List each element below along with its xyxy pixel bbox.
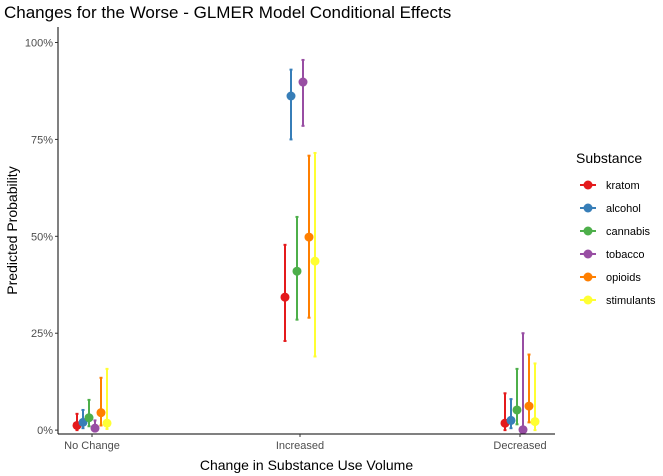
legend-item-tobacco: tobacco [580,249,645,261]
point-stimulants [530,417,540,427]
point-opioids [524,401,534,411]
x-tick-label: Increased [276,440,324,452]
legend-label: kratom [606,180,640,192]
y-tick-label: 100% [25,38,53,50]
legend: Substance kratom alcohol cannabis tobacco op… [576,150,656,307]
legend-label: stimulants [606,295,656,307]
legend-label: opioids [606,272,641,284]
y-tick-label: 0% [37,425,53,437]
legend-item-kratom: kratom [580,180,640,192]
legend-key-point [583,295,593,305]
y-tick-label: 75% [31,134,53,146]
series-stimulants [102,151,540,432]
series-cannabis [84,215,522,428]
point-alcohol [286,91,296,101]
plot-area [72,58,540,435]
point-cannabis [512,405,522,415]
point-kratom [280,292,290,302]
chart-title: Changes for the Worse - GLMER Model Cond… [4,3,451,22]
series-alcohol [78,68,516,430]
y-tick-label: 25% [31,328,53,340]
x-axis-title: Change in Substance Use Volume [200,457,413,473]
x-tick-label: Decreased [493,440,546,452]
point-cannabis [292,266,302,276]
legend-label: tobacco [606,249,645,261]
series-opioids [96,154,534,427]
x-axis-ticks: No Change Increased Decreased [64,434,547,452]
legend-key-point [583,226,593,236]
legend-item-opioids: opioids [580,272,641,284]
legend-key-point [583,249,593,259]
point-tobacco [298,77,308,87]
point-stimulants [102,418,112,428]
point-opioids [304,232,314,242]
y-axis-title: Predicted Probability [4,166,20,294]
point-tobacco [90,423,100,433]
point-stimulants [310,256,320,266]
legend-key-point [583,180,593,190]
point-opioids [96,408,106,418]
y-tick-label: 50% [31,231,53,243]
legend-item-stimulants: stimulants [580,295,656,307]
point-alcohol [506,415,516,425]
legend-key-point [583,272,593,282]
legend-item-alcohol: alcohol [580,203,641,215]
legend-item-cannabis: cannabis [580,226,651,238]
legend-label: alcohol [606,203,641,215]
series-tobacco [90,58,528,435]
legend-label: cannabis [606,226,651,238]
y-axis-ticks: 0% 25% 50% 75% 100% [25,38,58,437]
series-kratom [72,243,510,432]
legend-title: Substance [576,150,642,166]
point-tobacco [518,425,528,435]
legend-key-point [583,203,593,213]
x-tick-label: No Change [64,440,120,452]
point-cannabis [84,413,94,423]
